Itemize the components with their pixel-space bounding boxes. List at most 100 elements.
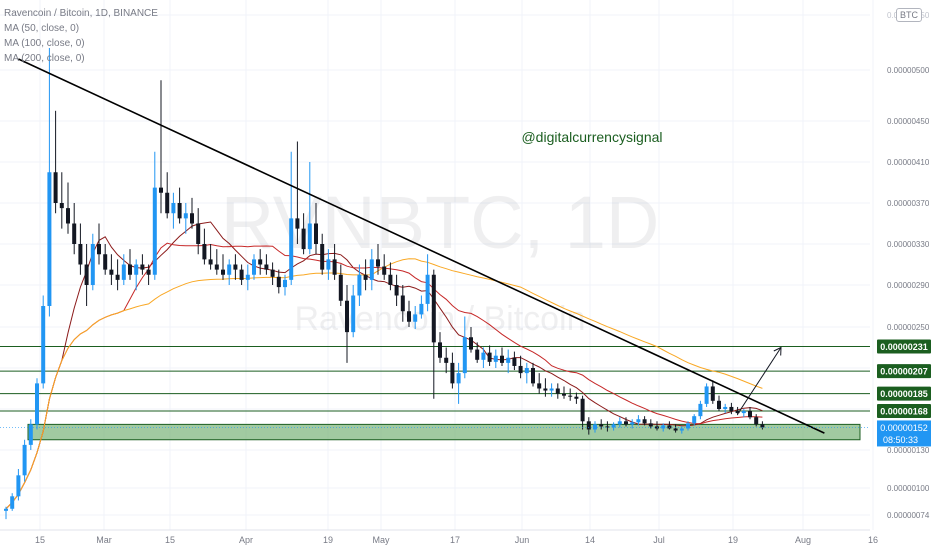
- candle: [599, 419, 604, 430]
- candle-body: [679, 428, 684, 431]
- candle-body: [369, 259, 374, 280]
- x-tick-label: May: [372, 535, 390, 545]
- candle-body: [599, 424, 604, 427]
- candle: [469, 327, 473, 353]
- candle-body: [686, 423, 690, 429]
- candle-body: [586, 421, 591, 430]
- candle-body: [704, 386, 709, 404]
- candle-body: [388, 274, 393, 285]
- candle: [382, 254, 387, 280]
- candle: [686, 421, 690, 431]
- candles: [4, 48, 765, 520]
- projection-arrow[interactable]: [737, 347, 782, 415]
- candle-body: [258, 259, 263, 265]
- candle: [624, 417, 628, 427]
- candle-body: [456, 373, 461, 384]
- candle-body: [394, 285, 399, 296]
- candle: [444, 347, 449, 374]
- candle-body: [363, 274, 368, 280]
- candle-body: [152, 187, 157, 275]
- candle-body: [438, 342, 442, 358]
- candle-body: [748, 411, 752, 418]
- level-price-label: 0.00000231: [877, 339, 931, 354]
- x-tick-label: 14: [585, 535, 595, 545]
- current-price-label: 0.00000152 08:50:33: [877, 420, 931, 447]
- candle-body: [624, 421, 628, 425]
- candle-body: [673, 428, 678, 431]
- candle-body: [140, 264, 145, 270]
- candle-body: [252, 259, 256, 275]
- candle: [555, 383, 560, 399]
- candle: [487, 345, 492, 366]
- candle-body: [245, 274, 250, 280]
- candle: [450, 352, 455, 389]
- x-tick-label: 16: [868, 535, 878, 545]
- x-tick-label: 15: [35, 535, 45, 545]
- candle-body: [400, 295, 405, 312]
- candle-body: [500, 355, 504, 363]
- current-price-text: 0.00000152: [880, 423, 928, 433]
- candle-body: [338, 274, 343, 301]
- drawings: [18, 58, 825, 434]
- candle: [648, 419, 653, 429]
- candle: [717, 395, 721, 412]
- candle-body: [183, 213, 188, 219]
- level-price-label: 0.00000185: [877, 386, 931, 401]
- candle: [239, 264, 244, 285]
- candle: [605, 421, 610, 432]
- trendline[interactable]: [18, 58, 825, 434]
- candle: [221, 254, 225, 280]
- candle: [475, 342, 480, 363]
- candle: [338, 264, 343, 306]
- candle: [493, 349, 498, 368]
- candle: [419, 295, 424, 319]
- legend-ma50: MA (50, close, 0): [4, 23, 80, 34]
- candle: [276, 269, 281, 294]
- legend-title: Ravencoin / Bitcoin, 1D, BINANCE: [4, 8, 158, 19]
- candle: [376, 244, 380, 275]
- y-tick-label: 0.00000250: [887, 323, 930, 332]
- price-labels: 0.00000231 0.00000207 0.00000185 0.00000168…: [0, 339, 931, 447]
- candle-body: [314, 223, 318, 244]
- candle-body: [66, 208, 70, 224]
- candle-body: [487, 352, 492, 362]
- candle-body: [735, 411, 740, 414]
- legend-ma200: MA (200, close, 0): [4, 53, 85, 64]
- candle-body: [159, 187, 163, 193]
- candle: [72, 203, 77, 255]
- candle-body: [332, 259, 337, 275]
- candle: [233, 254, 238, 280]
- candle: [41, 295, 46, 389]
- candle: [196, 208, 201, 255]
- candle: [636, 415, 641, 426]
- candle-body: [636, 419, 641, 423]
- candle: [152, 151, 157, 280]
- currency-badge[interactable]: BTC: [896, 8, 922, 22]
- candle: [413, 306, 418, 330]
- candle: [518, 355, 523, 379]
- candle-body: [22, 444, 27, 476]
- time-axis[interactable]: 15 Mar 15 Apr 19 May 17 Jun 14 Jul 19 Aug 16: [0, 529, 878, 545]
- candle: [295, 141, 300, 244]
- candle: [307, 162, 312, 255]
- candle-body: [413, 314, 418, 322]
- candle-body: [289, 218, 294, 280]
- candle-body: [717, 400, 721, 409]
- candle-body: [295, 218, 300, 229]
- level-price-label: 0.00000168: [877, 404, 931, 419]
- candle-body: [171, 203, 176, 214]
- watermark: RVNBTC, 1D Ravencoin / Bitcoin: [221, 181, 660, 338]
- candle: [320, 233, 325, 275]
- candle: [698, 400, 703, 420]
- candle: [580, 395, 585, 430]
- candle: [586, 417, 591, 435]
- candle: [363, 259, 368, 291]
- candle-body: [196, 223, 201, 244]
- candle-body: [270, 269, 275, 277]
- candle: [481, 347, 486, 368]
- candle: [667, 421, 672, 430]
- level-label-text: 0.00000168: [880, 407, 928, 417]
- support-zone-layer: [27, 423, 861, 441]
- candle-body: [221, 269, 225, 275]
